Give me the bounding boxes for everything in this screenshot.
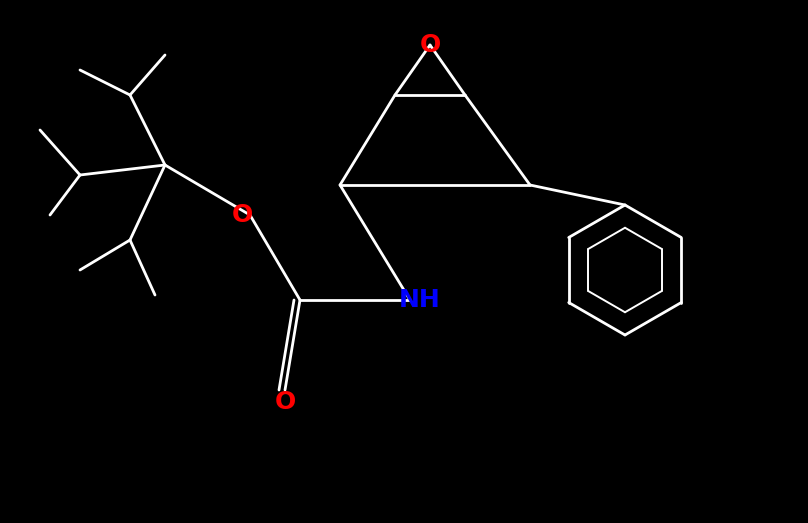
Text: O: O [275, 390, 296, 414]
Text: NH: NH [399, 288, 441, 312]
Text: O: O [419, 33, 440, 57]
Text: O: O [231, 203, 253, 227]
